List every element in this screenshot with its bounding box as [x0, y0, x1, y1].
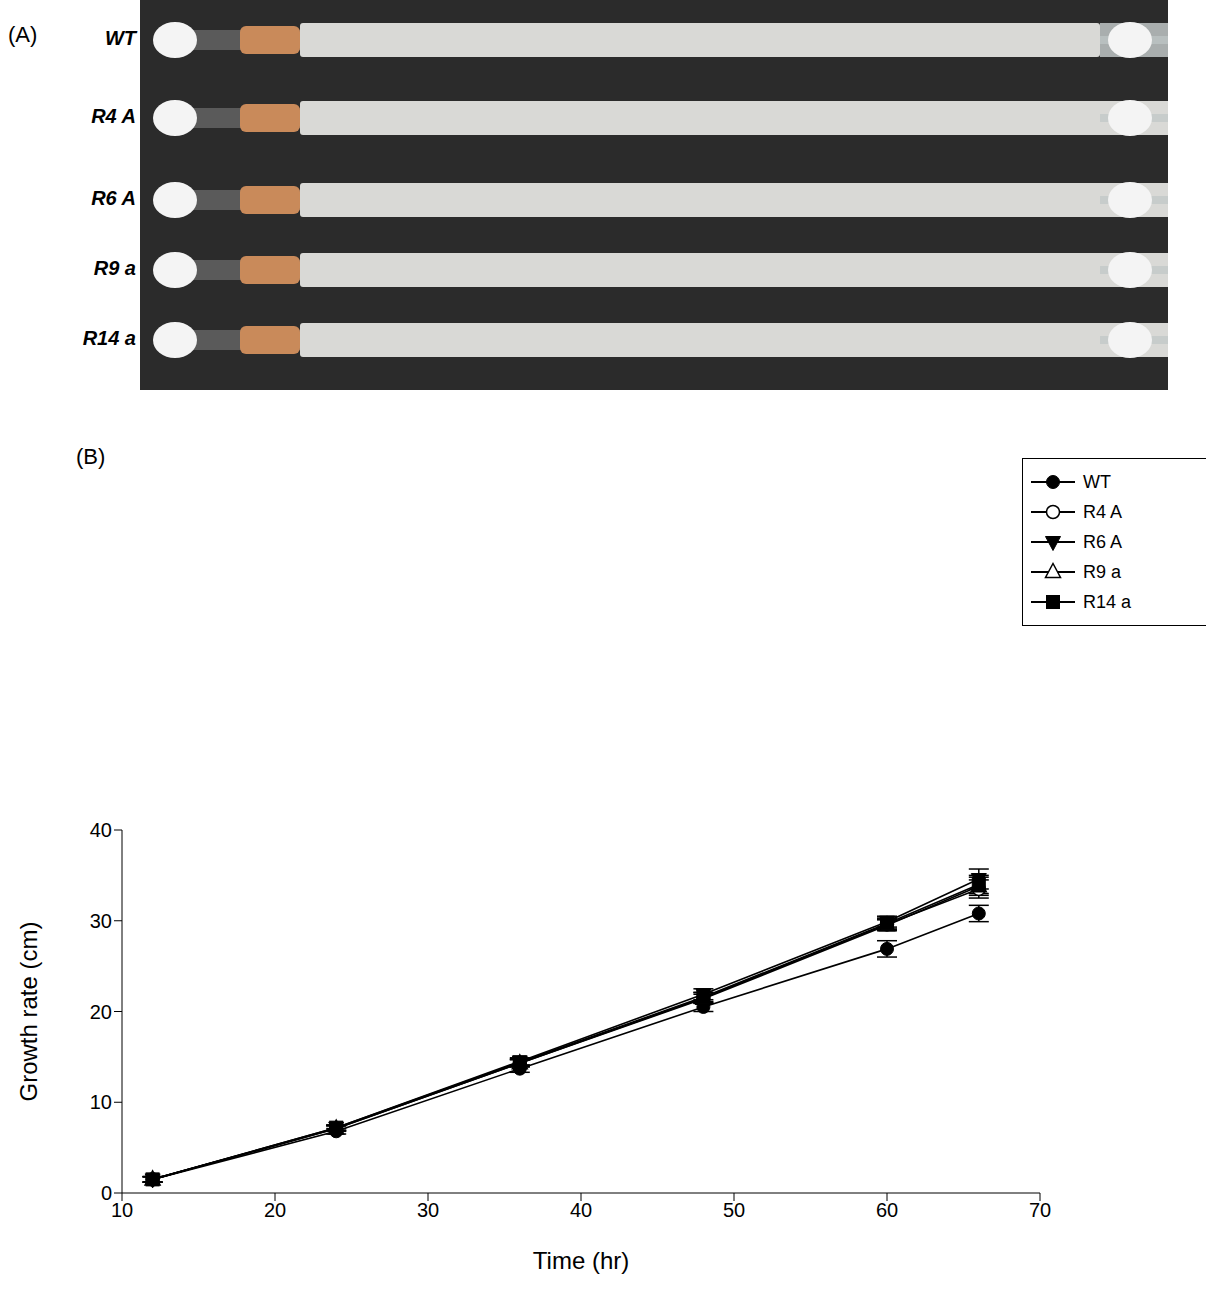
- html-text:R4 A: R4 A: [1083, 501, 1122, 522]
- svg-text:30: 30: [90, 910, 112, 932]
- svg-text:30: 30: [417, 1199, 439, 1221]
- html-text:R6 A: R6 A: [91, 187, 136, 209]
- html-text:WT: WT: [1083, 471, 1111, 492]
- html-text:(A): (A): [8, 22, 38, 47]
- svg-text:10: 10: [90, 1091, 112, 1113]
- html-text:R6 A: R6 A: [1083, 531, 1122, 552]
- html-text:R4 A: R4 A: [91, 105, 136, 127]
- html-text:R9 a: R9 a: [1083, 561, 1121, 582]
- html-text:R14 a: R14 a: [1083, 591, 1131, 612]
- html-text:R9 a: R9 a: [93, 257, 136, 279]
- html-text:(B): (B): [76, 444, 106, 469]
- svg-text:0: 0: [101, 1182, 112, 1204]
- svg-text:Time (hr): Time (hr): [533, 1247, 629, 1274]
- svg-text:50: 50: [723, 1199, 745, 1221]
- svg-text:Growth rate (cm): Growth rate (cm): [15, 921, 42, 1101]
- svg-text:60: 60: [876, 1199, 898, 1221]
- svg-text:10: 10: [111, 1199, 133, 1221]
- svg-text:40: 40: [90, 819, 112, 841]
- svg-text:40: 40: [570, 1199, 592, 1221]
- html-text:R14 a: R14 a: [82, 327, 136, 349]
- html-text:WT: WT: [104, 27, 136, 49]
- svg-text:20: 20: [90, 1001, 112, 1023]
- svg-text:20: 20: [264, 1199, 286, 1221]
- svg-text:70: 70: [1029, 1199, 1051, 1221]
